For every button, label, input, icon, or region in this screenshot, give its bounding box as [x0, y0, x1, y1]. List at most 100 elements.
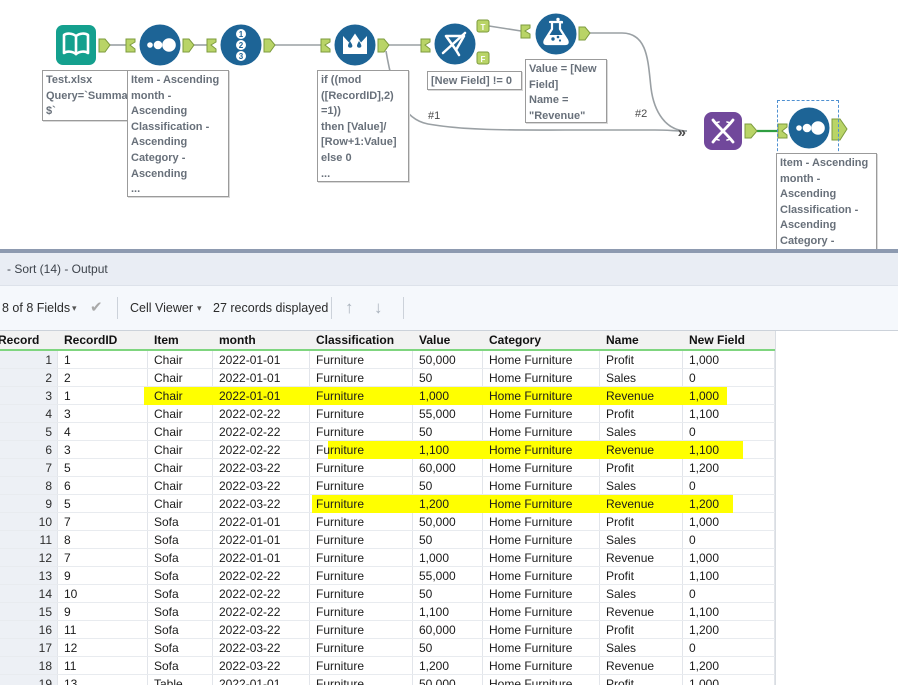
- table-cell[interactable]: 50,000: [419, 515, 456, 529]
- table-cell[interactable]: 13: [64, 677, 78, 685]
- table-cell[interactable]: 1,100: [689, 605, 720, 619]
- table-cell[interactable]: Sofa: [154, 515, 179, 529]
- table-cell[interactable]: Chair: [154, 497, 183, 511]
- table-cell[interactable]: Home Furniture: [489, 533, 573, 547]
- table-cell[interactable]: 2022-02-22: [219, 569, 281, 583]
- table-cell[interactable]: 0: [689, 425, 696, 439]
- table-cell[interactable]: Sales: [606, 425, 637, 439]
- workflow-canvas[interactable]: #1 #2 T F »: [0, 0, 898, 249]
- table-cell[interactable]: 11: [64, 659, 77, 673]
- table-cell[interactable]: Profit: [606, 515, 635, 529]
- table-cell[interactable]: Sofa: [154, 659, 179, 673]
- table-cell[interactable]: 1,200: [689, 623, 720, 637]
- table-cell[interactable]: Chair: [154, 407, 183, 421]
- table-cell[interactable]: 2022-03-22: [219, 497, 281, 511]
- table-cell[interactable]: 7: [64, 551, 71, 565]
- table-cell[interactable]: Furniture: [316, 641, 365, 655]
- table-cell[interactable]: Table: [154, 677, 183, 685]
- table-cell[interactable]: 1,200: [419, 497, 450, 511]
- table-cell[interactable]: Home Furniture: [489, 425, 573, 439]
- fields-dropdown-caret-icon[interactable]: ▾: [72, 303, 77, 313]
- column-header-recordid[interactable]: RecordID: [64, 333, 118, 347]
- table-cell[interactable]: 2022-03-22: [219, 479, 281, 493]
- table-cell[interactable]: 1,200: [689, 659, 720, 673]
- pane-divider[interactable]: [0, 249, 898, 253]
- table-cell[interactable]: 5: [64, 497, 71, 511]
- table-cell[interactable]: 2022-01-01: [219, 677, 281, 685]
- table-cell[interactable]: 50: [419, 479, 433, 493]
- table-cell[interactable]: Furniture: [316, 407, 365, 421]
- table-cell[interactable]: 55,000: [419, 407, 456, 421]
- table-cell[interactable]: Furniture: [316, 497, 365, 511]
- table-cell[interactable]: Profit: [606, 677, 635, 685]
- table-cell[interactable]: Furniture: [316, 371, 365, 385]
- table-cell[interactable]: 7: [64, 515, 71, 529]
- table-cell[interactable]: 1,200: [419, 659, 450, 673]
- table-cell[interactable]: 2022-01-01: [219, 551, 281, 565]
- table-cell[interactable]: Furniture: [316, 353, 365, 367]
- table-cell[interactable]: Sofa: [154, 605, 179, 619]
- table-cell[interactable]: 2022-02-22: [219, 443, 281, 457]
- table-cell[interactable]: Home Furniture: [489, 623, 573, 637]
- table-cell[interactable]: Sofa: [154, 623, 179, 637]
- table-cell[interactable]: 1,100: [689, 443, 720, 457]
- column-header-category[interactable]: Category: [489, 333, 542, 347]
- column-header-month[interactable]: month: [219, 333, 256, 347]
- table-cell[interactable]: 55,000: [419, 569, 456, 583]
- table-cell[interactable]: Revenue: [606, 443, 655, 457]
- table-cell[interactable]: Furniture: [316, 533, 365, 547]
- table-cell[interactable]: 2022-01-01: [219, 533, 281, 547]
- fields-dropdown[interactable]: 8 of 8 Fields: [2, 301, 71, 315]
- table-cell[interactable]: 0: [689, 587, 696, 601]
- table-cell[interactable]: 60,000: [419, 623, 456, 637]
- table-cell[interactable]: Revenue: [606, 389, 655, 403]
- table-cell[interactable]: 1,200: [689, 461, 720, 475]
- column-header-value[interactable]: Value: [419, 333, 451, 347]
- apply-check-icon[interactable]: ✔: [90, 299, 103, 316]
- table-cell[interactable]: Furniture: [316, 551, 365, 565]
- table-cell[interactable]: 2022-02-22: [219, 605, 281, 619]
- table-cell[interactable]: 8: [64, 533, 71, 547]
- table-cell[interactable]: 1,100: [689, 569, 720, 583]
- table-cell[interactable]: 2: [64, 371, 71, 385]
- column-header-classification[interactable]: Classification: [316, 333, 395, 347]
- table-cell[interactable]: Profit: [606, 623, 635, 637]
- column-header-name[interactable]: Name: [606, 333, 639, 347]
- table-cell[interactable]: 1,000: [419, 389, 450, 403]
- table-cell[interactable]: 10: [64, 587, 78, 601]
- table-cell[interactable]: Furniture: [316, 443, 365, 457]
- table-cell[interactable]: 11: [64, 623, 77, 637]
- table-cell[interactable]: Home Furniture: [489, 551, 573, 565]
- input-data-tool[interactable]: [56, 25, 96, 70]
- union-tool[interactable]: [704, 112, 742, 155]
- table-cell[interactable]: Sofa: [154, 587, 179, 601]
- table-cell[interactable]: 1,000: [689, 551, 720, 565]
- column-header-new-field[interactable]: New Field: [689, 333, 746, 347]
- table-cell[interactable]: Revenue: [606, 497, 655, 511]
- table-cell[interactable]: 2022-03-22: [219, 623, 281, 637]
- table-cell[interactable]: 3: [64, 407, 71, 421]
- table-cell[interactable]: Chair: [154, 425, 183, 439]
- table-cell[interactable]: Sales: [606, 533, 637, 547]
- table-cell[interactable]: 0: [689, 371, 696, 385]
- column-header-item[interactable]: Item: [154, 333, 179, 347]
- table-cell[interactable]: Home Furniture: [489, 461, 573, 475]
- sort2-tool[interactable]: [788, 107, 830, 154]
- sort-tool[interactable]: [139, 24, 181, 71]
- multi-row-formula-tool[interactable]: [334, 24, 376, 71]
- table-cell[interactable]: Furniture: [316, 623, 365, 637]
- table-cell[interactable]: Sales: [606, 371, 637, 385]
- cell-viewer-dropdown[interactable]: Cell Viewer: [130, 301, 193, 315]
- table-cell[interactable]: 2022-01-01: [219, 389, 281, 403]
- table-cell[interactable]: 4: [64, 425, 71, 439]
- column-header-record[interactable]: Record: [0, 333, 40, 347]
- table-cell[interactable]: 3: [64, 443, 71, 457]
- table-cell[interactable]: Home Furniture: [489, 389, 573, 403]
- table-cell[interactable]: 1,100: [419, 443, 450, 457]
- table-cell[interactable]: Furniture: [316, 461, 365, 475]
- table-cell[interactable]: Chair: [154, 353, 183, 367]
- table-cell[interactable]: 1,100: [419, 605, 450, 619]
- cell-viewer-caret-icon[interactable]: ▾: [197, 303, 202, 313]
- scroll-down-button[interactable]: ↓: [374, 298, 383, 317]
- table-cell[interactable]: Revenue: [606, 605, 655, 619]
